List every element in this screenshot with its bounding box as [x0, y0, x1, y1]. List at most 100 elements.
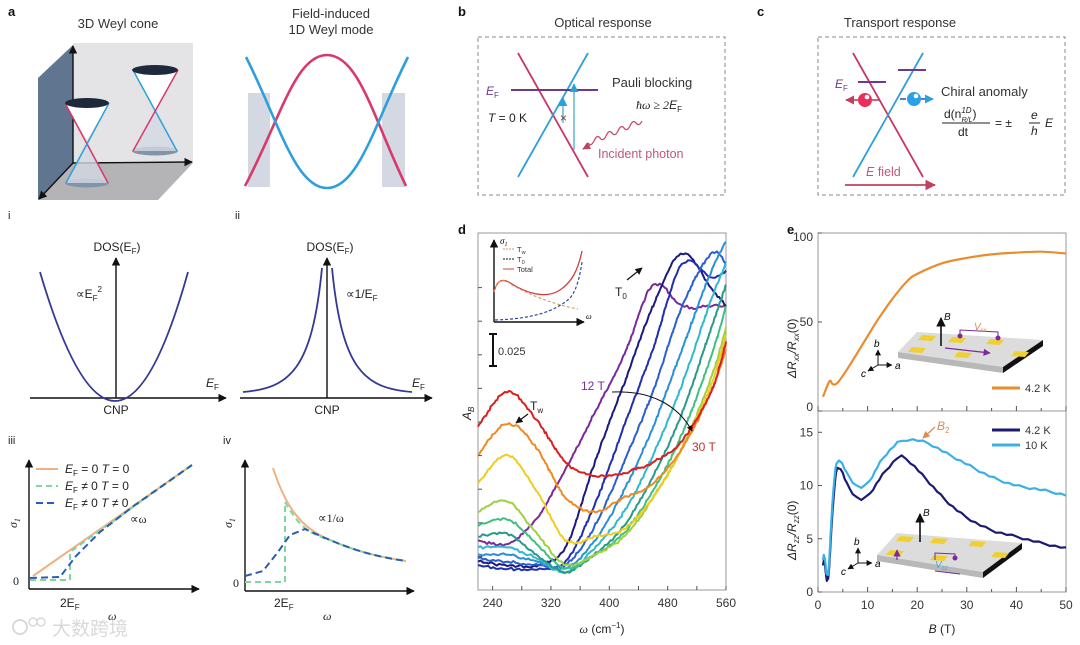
panel-iii: iii EF = 0 T = 0 EF ≠ 0 T = 0 EF ≠ 0 T ≠… — [6, 435, 200, 623]
svg-text:Vzz: Vzz — [935, 560, 948, 572]
panel-b: b Optical response EF T = 0 K × Pauli bl… — [458, 4, 726, 196]
right-chiral-electron-icon — [900, 92, 934, 106]
incident-photon-label: Incident photon — [598, 147, 684, 161]
x-tick-label: 20 — [911, 598, 925, 612]
x-tick-label: 30 — [960, 598, 974, 612]
panel-label-iv: iv — [223, 435, 231, 447]
panel-c: c Transport response EF Chiral anomaly d… — [757, 4, 1066, 196]
dos-inverse-curve — [242, 267, 413, 393]
x-tick-label: 40 — [1010, 598, 1024, 612]
panel-d-xticks: 240 320 400 480 560 — [478, 287, 736, 610]
x-tick-label: 480 — [658, 596, 678, 610]
inset-legend-item: Tw — [517, 245, 526, 256]
y-tick-label: 50 — [800, 315, 814, 329]
svg-text:a: a — [895, 361, 901, 372]
inset-legend-item: Total — [517, 265, 533, 274]
y-tick-label: 0 — [806, 400, 813, 414]
inset-legend-item: T0 — [517, 255, 525, 266]
ef-axis-label-i: EF — [206, 376, 219, 392]
two-ef-label-iv: 2EF — [274, 596, 294, 612]
temperature-label: T = 0 K — [488, 111, 527, 125]
panel-e-bottom-ylabel: ΔRzz/Rzz(0) — [785, 501, 801, 561]
svg-text:e: e — [1031, 108, 1038, 122]
sigma-label-iv: σ1 — [221, 518, 237, 528]
y-tick-label: 5 — [806, 532, 813, 546]
rzz-curve-10K — [821, 438, 1067, 576]
panel-a: a 3D Weyl cone — [8, 4, 410, 200]
panel-label-i: i — [8, 210, 10, 222]
crystal-axes-icon: b a c — [841, 537, 881, 578]
svg-text:dt: dt — [958, 125, 969, 139]
inset-t0-curve — [494, 261, 583, 321]
weyl-mode-1d-diagram — [243, 53, 410, 190]
panel-e-ticks: 0 10 20 30 40 50 0 50 100 0 5 10 15 — [793, 230, 1073, 612]
transport-response-title: Transport response — [844, 15, 956, 30]
legend-label: 10 K — [1025, 440, 1048, 452]
x-tick-label: 240 — [483, 596, 503, 610]
left-chiral-electron-icon — [845, 93, 880, 107]
zero-label-iv: 0 — [233, 576, 239, 590]
panel-e-top-curves — [821, 250, 1067, 398]
crystal-axes-icon: b a c — [861, 339, 901, 380]
rxx-curve-4.2K — [821, 250, 1067, 398]
cnp-label-ii: CNP — [314, 403, 339, 417]
pauli-condition: ħω ≥ 2EF — [636, 98, 682, 114]
panel-label-iii: iii — [8, 435, 15, 447]
x-tick-label: 0 — [815, 598, 822, 612]
device-inset-xx: B Vxx b a c — [861, 312, 1043, 380]
panel-label-c: c — [757, 4, 764, 19]
omega-label-iii: ω — [108, 609, 116, 623]
svg-text:= ±: = ± — [995, 116, 1012, 130]
y-tick-label: 10 — [800, 479, 814, 493]
x-tick-label: 400 — [599, 596, 619, 610]
y-tick-label: 100 — [793, 230, 813, 244]
y-tick-label: 0 — [806, 585, 813, 599]
inset-tw-curve — [493, 280, 579, 310]
sigma-label-iii: σ1 — [6, 518, 22, 528]
weyl-cone-3d-diagram — [38, 43, 193, 200]
panel-d-xlabel: ω (cm−1) — [580, 621, 625, 636]
curve-ef-t0 — [30, 464, 193, 581]
optical-response-title: Optical response — [554, 15, 652, 30]
proportional-inverse-omega: ∝1/ω — [318, 511, 344, 525]
panel-e: e 0 10 20 30 40 50 0 50 100 0 5 10 15 ΔRxx/Rxx(0) ΔR… — [785, 222, 1073, 636]
spectrum-curve-9 — [477, 327, 727, 567]
b2-annotation: B2 — [937, 419, 950, 435]
weyl-mode-title-line1: Field-induced — [292, 6, 370, 21]
watermark: 大数跨境 — [12, 617, 128, 640]
proportional-inverse-ef: ∝1/EF — [346, 287, 378, 303]
chiral-anomaly-label: Chiral anomaly — [941, 84, 1028, 99]
panel-i: i DOS(EF) ∝EF2 EF CNP — [8, 210, 227, 417]
fermi-level-label-c: EF — [835, 77, 848, 93]
weyl-cone-left — [64, 98, 110, 188]
svg-text:b: b — [874, 339, 880, 350]
dos-parabola — [39, 271, 189, 402]
legend-item: EF = 0 T = 0 — [65, 462, 130, 478]
legend-item: EF ≠ 0 T = 0 — [65, 479, 129, 495]
spectrum-curve-10 — [477, 334, 727, 545]
panel-e-bottom-curves — [821, 438, 1067, 582]
panel-d-curves — [477, 241, 727, 575]
legend-e-bottom: 4.2 K 10 K — [992, 425, 1051, 452]
zero-label-iii: 0 — [13, 574, 19, 588]
svg-text:c: c — [841, 567, 846, 578]
inset-xlabel: ω — [586, 312, 592, 321]
fermi-level-label: EF — [486, 84, 499, 100]
svg-text:Vxx: Vxx — [974, 322, 988, 334]
two-ef-label-iii: 2EF — [60, 596, 80, 612]
curve-ef-t — [29, 464, 193, 579]
x-tick-label: 10 — [861, 598, 875, 612]
scale-bar-value: 0.025 — [498, 346, 526, 358]
spectrum-curve-8 — [477, 305, 727, 570]
watermark-text: 大数跨境 — [52, 618, 128, 640]
ef-axis-label-ii: EF — [412, 376, 425, 392]
device-inset-zz: B Vzz b a c — [841, 508, 1022, 578]
legend-e-top: 4.2 K — [992, 383, 1051, 395]
scale-bar: 0.025 — [489, 333, 526, 367]
field-sweep-arrow — [611, 391, 693, 432]
proportional-ef-squared: ∝EF2 — [76, 285, 102, 303]
pauli-blocking-label: Pauli blocking — [612, 75, 692, 90]
t0-annotation: T0 — [615, 285, 627, 301]
